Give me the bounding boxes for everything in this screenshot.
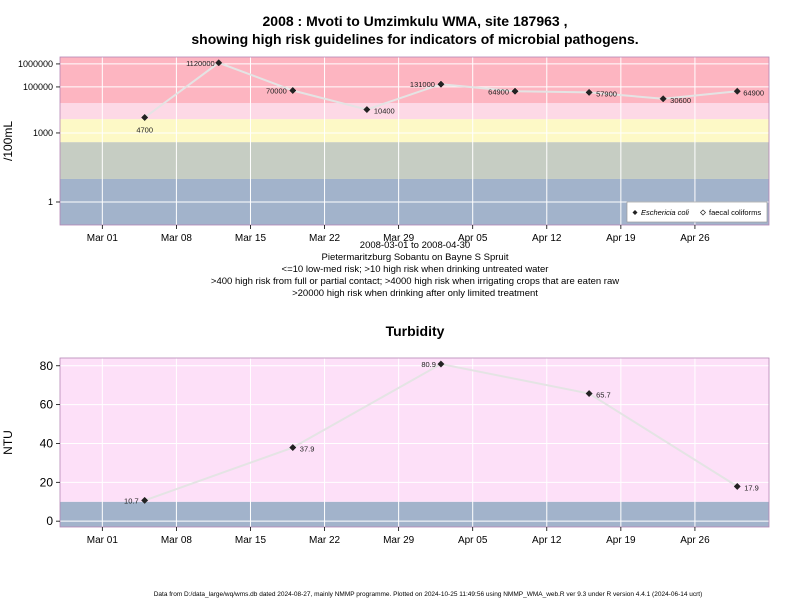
y-tick-label-0: 0 — [46, 514, 53, 528]
x-tick-label-apr-26: Apr 26 — [680, 233, 710, 244]
y-axis-label: /100mL — [1, 121, 15, 161]
data-label-2008-03-05: 10.7 — [124, 496, 139, 505]
x-tick-label-apr-05: Apr 05 — [458, 535, 488, 546]
y-tick-label-1000: 1000 — [33, 128, 53, 138]
y-tick-label-80: 80 — [40, 359, 54, 373]
x-tick-label-apr-19: Apr 19 — [606, 535, 636, 546]
data-point-2008-04-23 — [659, 95, 667, 103]
x-tick-label-mar-22: Mar 22 — [309, 535, 341, 546]
legend-marker-faecal-coliforms — [700, 209, 706, 216]
data-point-2008-04-16 — [585, 389, 593, 398]
risk-band-2 — [60, 358, 769, 502]
data-label-2008-03-19: 70000 — [266, 87, 287, 96]
data-label-2008-04-23: 30600 — [670, 96, 691, 105]
data-point-2008-04-30 — [733, 87, 741, 95]
data-point-2008-03-19 — [289, 443, 297, 452]
subtitle-date-range: 2008-03-01 to 2008-04-30 — [360, 240, 470, 251]
x-tick-label-mar-08: Mar 08 — [161, 535, 193, 546]
plot-frame — [59, 56, 770, 226]
data-label-2008-03-12: 1120000 — [186, 59, 215, 68]
data-label-2008-04-02: 80.9 — [421, 360, 436, 369]
data-point-2008-04-09 — [511, 87, 519, 95]
data-label-2008-03-26: 10400 — [374, 107, 395, 116]
risk-band-1 — [60, 501, 769, 527]
risk-band-4 — [60, 103, 769, 120]
x-tick-label-apr-12: Apr 12 — [532, 233, 562, 244]
ecoli-plot-panel: Mar 01 Mar 08 Mar 15 Mar 22 Mar 29 Apr 05 Apr … — [1, 56, 770, 244]
data-label-2008-04-09: 64900 — [488, 87, 509, 96]
x-tick-label-mar-29: Mar 29 — [383, 535, 415, 546]
x-tick-label-mar-01: Mar 01 — [87, 233, 119, 244]
x-tick-label-apr-12: Apr 12 — [532, 535, 562, 546]
subtitle-risk-note-2: >400 high risk from full or partial cont… — [211, 276, 619, 287]
x-tick-label-apr-19: Apr 19 — [606, 233, 636, 244]
data-label-2008-04-30: 64900 — [743, 88, 764, 97]
data-point-2008-04-16 — [585, 88, 593, 96]
y-tick-label-1: 1 — [48, 197, 53, 207]
data-point-2008-03-05 — [141, 113, 149, 122]
x-tick-label-mar-15: Mar 15 — [235, 535, 267, 546]
footer-note: Data from D:/data_large/wq/wms.db dated … — [154, 591, 703, 598]
x-tick-label-mar-29: Mar 29 — [383, 233, 415, 244]
plot-frame — [59, 357, 770, 528]
risk-band-2 — [60, 142, 769, 179]
data-point-2008-04-02 — [437, 360, 445, 368]
x-tick-label-mar-01: Mar 01 — [87, 535, 119, 546]
risk-band-5 — [60, 57, 769, 104]
subtitle-site-name: Pietermaritzburg Sobantu on Bayne S Spru… — [322, 252, 509, 263]
x-tick-label-mar-08: Mar 08 — [161, 233, 193, 244]
data-point-2008-03-12 — [215, 59, 223, 67]
data-label-2008-04-02: 131000 — [410, 80, 435, 89]
chart-title-line-2: showing high risk guidelines for indicat… — [191, 31, 638, 47]
y-axis-label: NTU — [1, 430, 15, 455]
subtitle-risk-note-3: >20000 high risk when drinking after onl… — [292, 288, 538, 299]
data-point-2008-04-30 — [733, 482, 741, 490]
chart-legend: Eschericia coli faecal coliforms — [626, 201, 768, 223]
data-point-2008-03-19 — [289, 86, 297, 95]
data-point-2008-03-05 — [141, 496, 149, 504]
data-point-2008-03-26 — [363, 106, 371, 114]
x-tick-label-apr-26: Apr 26 — [680, 535, 710, 546]
legend-label-ecoli: Eschericia coli — [641, 208, 689, 217]
data-label-2008-03-19: 37.9 — [300, 445, 315, 454]
data-label-2008-04-30: 17.9 — [744, 483, 759, 492]
data-label-2008-04-16: 57900 — [596, 89, 617, 98]
turbidity-plot-panel: Mar 01 Mar 08 Mar 15 Mar 22 Mar 29 Apr 05 Apr … — [1, 357, 770, 546]
x-tick-label-mar-15: Mar 15 — [235, 233, 267, 244]
data-label-2008-04-16: 65.7 — [596, 391, 611, 400]
legend-box — [626, 201, 768, 223]
y-tick-label-60: 60 — [40, 398, 54, 412]
turbidity-title: Turbidity — [386, 323, 445, 339]
y-tick-label-40: 40 — [40, 436, 54, 450]
x-tick-label-apr-05: Apr 05 — [458, 233, 488, 244]
x-tick-label-mar-22: Mar 22 — [309, 233, 341, 244]
y-tick-label-1000000: 1000000 — [18, 59, 53, 69]
data-label-2008-03-05: 4700 — [136, 125, 153, 134]
chart-subtitle: 2008-03-01 to 2008-04-30 Pietermaritzbur… — [211, 240, 619, 299]
subtitle-risk-note-1: <=10 low-med risk; >10 high risk when dr… — [282, 264, 549, 275]
data-point-2008-04-02 — [437, 80, 445, 88]
y-tick-label-100000: 100000 — [23, 82, 53, 92]
risk-band-3 — [60, 119, 769, 143]
legend-marker-ecoli — [632, 210, 638, 215]
chart-title-line-1: 2008 : Mvoti to Umzimkulu WMA, site 1879… — [263, 13, 568, 29]
legend-label-faecal-coliforms: faecal coliforms — [709, 208, 761, 217]
y-tick-label-20: 20 — [40, 475, 54, 489]
